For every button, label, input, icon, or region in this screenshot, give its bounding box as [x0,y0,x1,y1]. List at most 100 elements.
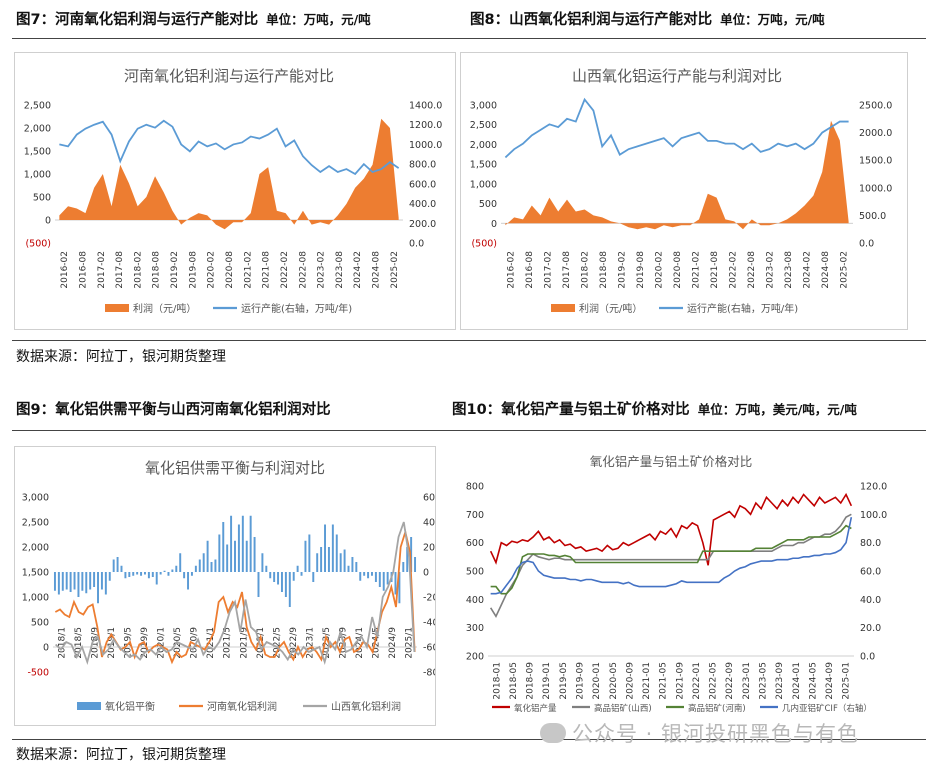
watermark: 公众号 · 银河投研黑色与有色 [540,718,859,748]
source-top: 数据来源：阿拉丁，银河期货整理 [16,349,226,365]
bar [175,565,178,572]
bar [300,572,303,576]
y-left-tick-label: 2,500 [470,120,497,131]
y-right-tick-label: 2000.0 [859,128,892,139]
bar [234,540,236,572]
x-tick-label: 2018/5 [74,627,84,659]
y-left-tick-label: 0 [45,216,51,227]
y-right-tick-label: 200.0 [409,219,436,230]
x-tick-label: 2023-05 [759,662,769,700]
bar [132,572,135,576]
x-tick-label: 2016-02 [60,251,70,289]
bar [237,524,240,572]
x-tick-label: 2020-08 [225,251,235,289]
bar [347,565,350,572]
bar [316,553,319,572]
bar [241,515,244,572]
x-tick-label: 2021-02 [243,251,253,289]
y-left-tick-label: 1,500 [24,147,51,158]
legend-swatch [105,304,129,312]
legend-label: 山西氧化铝利润 [331,700,401,713]
bar [324,524,326,572]
y-right-tick-label: 40 [423,518,435,529]
y-left-tick-label: 2,500 [22,518,49,529]
bar [116,557,119,572]
x-tick-label: 2017-08 [115,251,125,289]
y-left-tick-label: (500) [471,239,497,250]
bar [245,540,248,572]
x-tick-label: 2024-09 [825,662,835,700]
bar [53,572,56,591]
chart-title: 氧化铝供需平衡与利润对比 [145,459,325,477]
x-tick-label: 2023-08 [335,251,345,289]
x-tick-label: 2018-01 [492,662,502,700]
y-right-tick-label: 0.0 [860,652,875,663]
bar [187,572,190,590]
bar [402,562,405,572]
bar [410,537,413,572]
fig10-title: 图10：氧化铝产量与铝土矿价格对比 单位：万吨，美元/吨，元/吨 [452,398,857,419]
y-right-tick-label: 80.0 [860,538,881,549]
bar [57,572,60,595]
bar [73,572,76,590]
x-tick-label: 2018/9 [90,627,100,659]
bar [406,547,409,572]
x-tick-label: 2018-08 [599,251,609,289]
x-tick-label: 2021/9 [239,627,249,659]
bar [93,572,96,587]
x-tick-label: 2022-08 [298,251,308,289]
x-tick-label: 2023-08 [784,251,794,289]
y-left-tick-label: 500 [33,193,51,204]
bar [253,537,256,572]
bar [190,572,193,576]
x-tick-label: 2022-09 [725,662,735,700]
x-tick-label: 2022/1 [256,627,266,659]
bar [363,572,366,576]
fig10-panel: 氧化铝产量与铝土矿价格对比 800 700 600 500 400 300 200 120.0 1… [450,446,920,724]
legend-label: 几内亚铝矿CIF（右轴） [782,703,872,714]
bar [335,534,338,572]
fig7-title-text: 图7：河南氧化铝利润与运行产能对比 [16,12,259,28]
legend-label: 运行产能(右轴，万吨/年) [687,302,798,315]
chart-title: 氧化铝产量与铝土矿价格对比 [590,454,753,469]
bar [77,572,80,597]
bar [284,572,287,597]
y-right-tick-label: 0 [423,568,429,579]
bottom-rule [12,739,926,740]
bar [249,515,252,572]
y-right-tick-label: 1200.0 [409,120,442,131]
legend-label: 高品铝矿(河南) [688,703,746,714]
x-tick-label: 2024/1 [355,627,365,659]
bar [378,572,381,587]
bar [226,544,229,572]
x-tick-label: 2025-02 [390,251,400,289]
bar [194,565,197,572]
bar [151,572,154,577]
bar [277,572,280,585]
bar [100,572,103,590]
fig7-chart: 河南氧化铝利润与运行产能对比 2,500 2,000 1,500 1,000 500 0 (5… [24,67,442,315]
mid-rule-1 [12,340,926,341]
y-right-tick-label: 100.0 [860,510,887,521]
bar [85,572,88,594]
bar [269,572,272,579]
y-left-tick-label: 1,500 [22,568,49,579]
x-tick-label: 2023-02 [317,251,327,289]
legend-swatch [77,702,101,710]
bar [265,565,268,572]
series-area-1 [59,118,399,230]
y-right-tick-label: -40 [423,618,435,629]
x-tick-label: 2019-05 [559,662,569,700]
bar [398,572,401,604]
bar [339,553,342,572]
x-tick-label: 2021-09 [675,662,685,700]
bar [327,547,330,572]
y-right-tick-label: 1000.0 [409,140,442,151]
top-rule [12,38,926,39]
bar [222,522,225,572]
bar [288,572,291,607]
bar [198,559,201,572]
x-tick-label: 2016-02 [506,251,516,289]
bar [147,572,150,579]
y-left-tick-label: 1,500 [470,160,497,171]
